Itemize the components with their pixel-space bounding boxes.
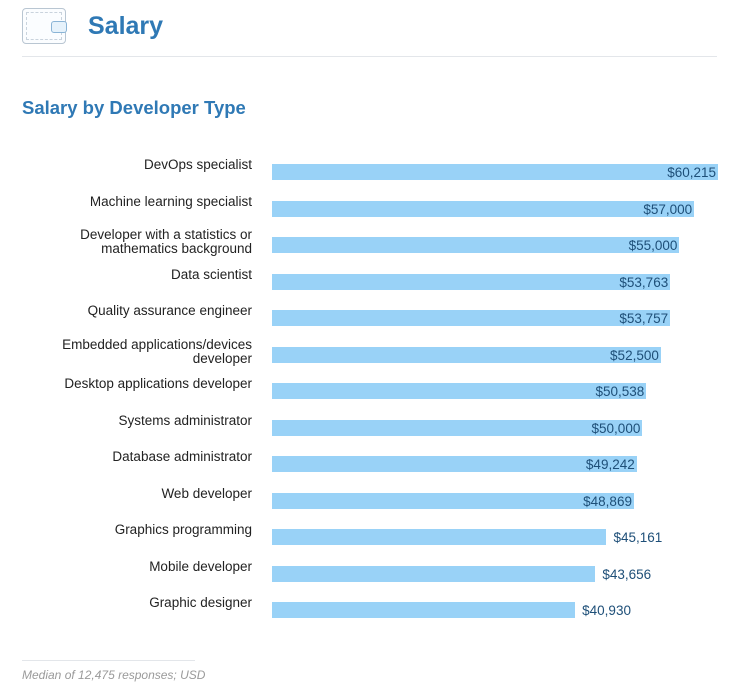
value-label: $50,538 bbox=[595, 384, 645, 399]
category-label: Systems administrator bbox=[118, 412, 252, 428]
bar bbox=[272, 419, 643, 436]
category-label: Graphics programming bbox=[114, 522, 252, 537]
wallet-icon bbox=[22, 8, 67, 44]
value-label: $60,215 bbox=[667, 165, 716, 180]
value-label: $50,000 bbox=[591, 420, 641, 436]
footer-note: Median of 12,475 responses; USD bbox=[22, 668, 206, 682]
value-label: $53,763 bbox=[619, 274, 669, 290]
bar bbox=[272, 273, 671, 290]
bar bbox=[272, 164, 718, 180]
category-label: Quality assurance engineer bbox=[87, 303, 252, 318]
category-label: Mobile developer bbox=[149, 558, 252, 574]
category-label: Data scientist bbox=[170, 266, 252, 282]
value-label: $45,161 bbox=[613, 530, 663, 545]
value-label: $52,500 bbox=[610, 347, 659, 363]
bar bbox=[272, 529, 607, 545]
bar bbox=[272, 456, 637, 472]
value-label: $57,000 bbox=[643, 201, 693, 217]
bar bbox=[272, 383, 647, 399]
bar bbox=[272, 565, 596, 582]
section-title: Salary bbox=[88, 12, 164, 40]
divider bbox=[22, 56, 717, 57]
bar bbox=[272, 602, 576, 618]
value-label: $53,757 bbox=[619, 311, 669, 326]
value-label: $43,656 bbox=[602, 566, 652, 582]
value-label: $40,930 bbox=[582, 603, 631, 618]
footer-divider bbox=[22, 660, 195, 661]
category-label: Embedded applications/devices developer bbox=[62, 336, 252, 366]
bar bbox=[272, 492, 634, 509]
category-label: Graphic designer bbox=[149, 595, 252, 610]
category-label: Machine learning specialist bbox=[89, 193, 252, 209]
bar bbox=[272, 310, 671, 326]
category-label: Desktop applications developer bbox=[64, 376, 252, 391]
chart-title: Salary by Developer Type bbox=[22, 97, 246, 118]
bar bbox=[272, 200, 695, 217]
category-label: Developer with a statistics or mathemati… bbox=[80, 227, 252, 256]
value-label: $55,000 bbox=[628, 238, 678, 253]
bar bbox=[272, 346, 661, 363]
value-label: $49,242 bbox=[585, 457, 635, 472]
category-label: Web developer bbox=[161, 485, 252, 501]
bar bbox=[272, 237, 680, 253]
category-label: DevOps specialist bbox=[143, 157, 252, 172]
category-label: Database administrator bbox=[112, 449, 252, 464]
value-label: $48,869 bbox=[583, 493, 632, 509]
